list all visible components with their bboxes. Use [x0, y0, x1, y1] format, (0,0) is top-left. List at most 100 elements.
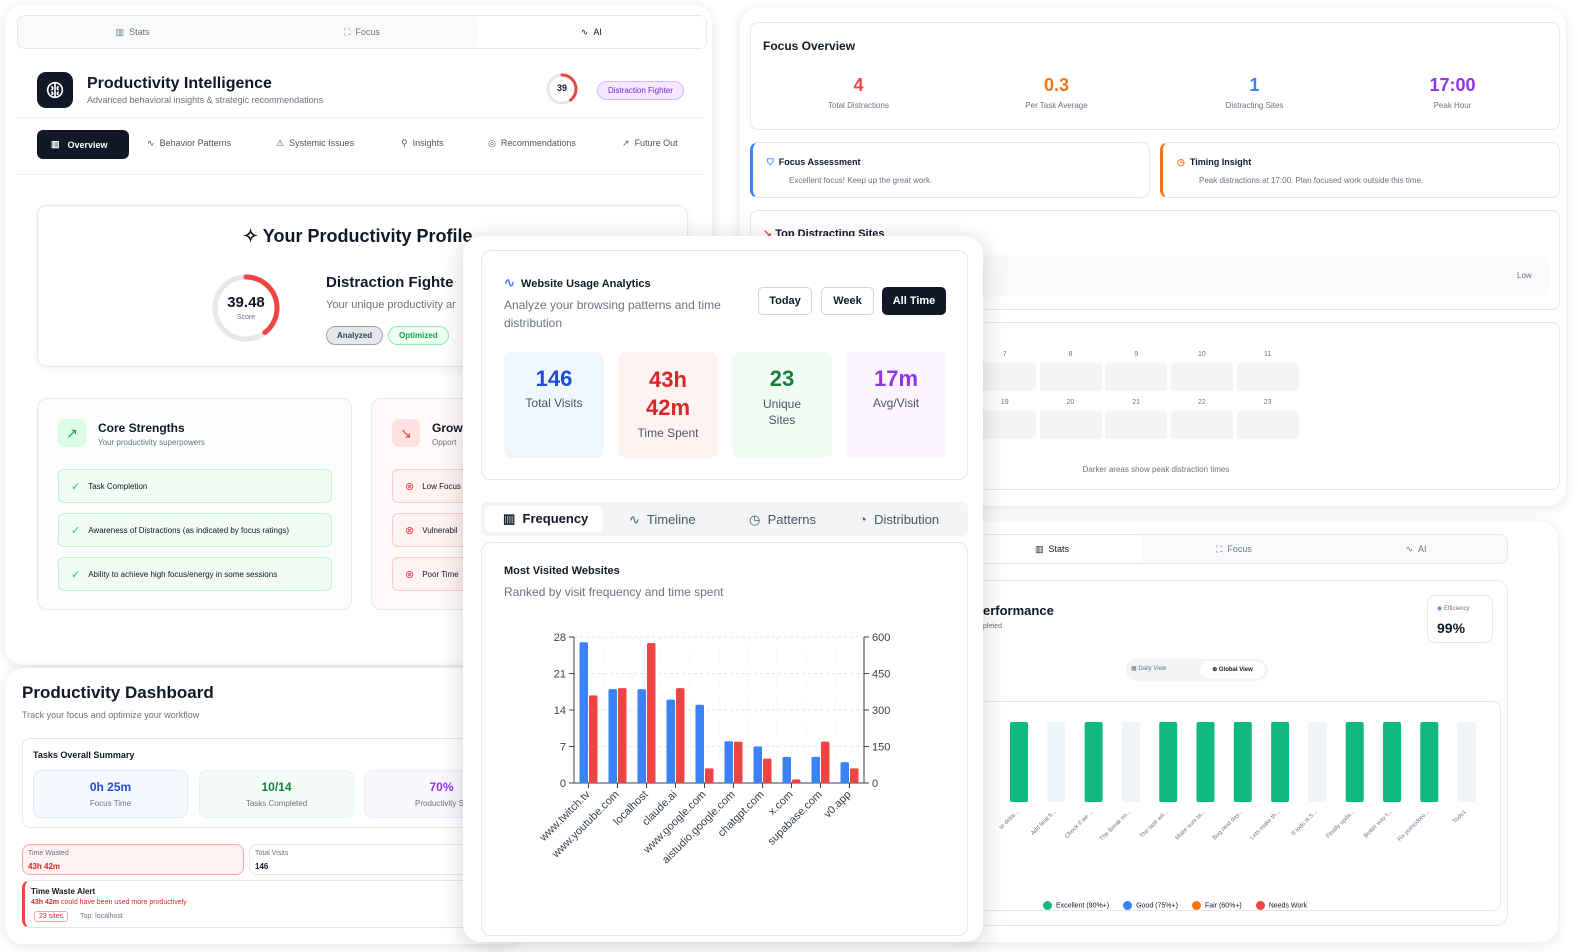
- time-bar[interactable]: [647, 643, 656, 783]
- heatmap-hour-label: 7: [1002, 351, 1007, 358]
- task-bar[interactable]: [1457, 722, 1476, 802]
- nav-systemic-issues[interactable]: ⚠ Systemic Issues: [276, 138, 355, 148]
- task-bar[interactable]: [1345, 722, 1364, 802]
- heatmap-cell[interactable]: [1170, 411, 1233, 439]
- task-bar[interactable]: [1271, 722, 1290, 802]
- left-tick-label: 28: [554, 632, 566, 644]
- nav-future-out[interactable]: ↗ Future Out: [622, 138, 678, 148]
- task-bar[interactable]: [1121, 722, 1140, 802]
- daily-view-button[interactable]: ▦ Daily View: [1131, 666, 1167, 672]
- time-wasted-box: Time Wasted 43h 42m: [22, 844, 244, 875]
- task-bar-label: Todo1: [1452, 809, 1468, 825]
- visits-bar[interactable]: [724, 741, 734, 783]
- nav-overview[interactable]: ▥ Overview: [37, 130, 129, 159]
- task-bar[interactable]: [1047, 722, 1066, 802]
- time-bar[interactable]: [821, 741, 830, 783]
- tab-ai[interactable]: ∿ AI: [476, 16, 706, 48]
- top-tab-bar: ▥ Stats ⛶ Focus ∿ AI: [17, 15, 707, 49]
- tab-focus[interactable]: ⛶ Focus: [344, 26, 380, 38]
- heatmap-cell[interactable]: [1105, 411, 1168, 439]
- timing-insight-card: ◷ Timing Insight Peak distractions at 17…: [1160, 142, 1560, 198]
- task-bar-label: The task wit...: [1139, 809, 1170, 840]
- time-bar[interactable]: [734, 741, 743, 783]
- visits-bar[interactable]: [637, 689, 647, 783]
- time-bar[interactable]: [705, 768, 714, 783]
- heatmap-caption: Darker areas show peak distraction times: [1082, 465, 1230, 474]
- time-bar[interactable]: [618, 688, 627, 783]
- focus-stat: 1 Distracting Sites: [1225, 75, 1284, 110]
- visits-bar[interactable]: [753, 746, 763, 784]
- task-bar[interactable]: [1084, 722, 1103, 802]
- sites-badge: 23 sites: [34, 911, 69, 922]
- category-label: v0.app: [822, 789, 854, 821]
- visits-bar[interactable]: [608, 689, 618, 783]
- time-bar[interactable]: [792, 779, 801, 783]
- range-all-time-button[interactable]: All Time: [882, 287, 946, 315]
- trend-up-icon: ↗: [58, 419, 86, 447]
- bar-chart-icon: ▥: [503, 511, 516, 526]
- tab-ai[interactable]: ∿ AI: [1405, 543, 1427, 555]
- time-bar[interactable]: [589, 695, 598, 783]
- heatmap-hour-label: 11: [1263, 351, 1272, 358]
- visits-bar[interactable]: [666, 699, 676, 783]
- website-analytics-panel: ∿ Website Usage Analytics Analyze your b…: [463, 236, 983, 942]
- time-bar[interactable]: [676, 688, 685, 783]
- performance-title: erformance: [983, 603, 1054, 618]
- visits-bar[interactable]: [695, 704, 705, 783]
- heatmap-cell[interactable]: [1105, 363, 1168, 391]
- score-ring: 39.48 Score: [210, 272, 282, 344]
- heatmap-cell[interactable]: [1170, 363, 1233, 391]
- task-bar-label: Bug next day...: [1212, 809, 1244, 841]
- tab-frequency[interactable]: ▥ Frequency: [485, 506, 603, 532]
- strength-item: ✓ Task Completion: [58, 469, 332, 503]
- global-view-button[interactable]: ⊕ Global View: [1200, 661, 1265, 679]
- time-bar[interactable]: [850, 768, 859, 783]
- activity-icon: ∿: [629, 512, 640, 527]
- task-bar[interactable]: [1159, 722, 1178, 802]
- task-bar[interactable]: [1196, 722, 1215, 802]
- focus-stat: 4 Total Distractions: [828, 75, 889, 110]
- task-bar[interactable]: [1383, 722, 1401, 802]
- heatmap-cell[interactable]: [1039, 411, 1102, 439]
- perf-tab-bar: ▥ Stats ⛶ Focus ∿ AI: [960, 534, 1508, 564]
- task-bar[interactable]: [1233, 722, 1252, 802]
- tab-stats[interactable]: ▥ Stats: [115, 26, 150, 38]
- visits-bar[interactable]: [840, 762, 850, 783]
- analytics-stat: 43h 42m Time Spent: [618, 352, 718, 458]
- visits-bar[interactable]: [579, 642, 589, 783]
- warning-icon: ⚠: [276, 138, 285, 148]
- heatmap-cell[interactable]: [973, 411, 1036, 439]
- heatmap-cell[interactable]: [973, 363, 1036, 391]
- range-week-button[interactable]: Week: [821, 287, 874, 315]
- right-tick-label: 0: [872, 778, 878, 790]
- tab-stats[interactable]: ▥ Stats: [961, 535, 1143, 563]
- tab-timeline[interactable]: ∿ Timeline: [629, 512, 696, 527]
- brain-logo: [37, 72, 73, 108]
- visits-bar[interactable]: [782, 756, 792, 783]
- task-bar-label: Better way t...: [1363, 809, 1393, 839]
- task-bar[interactable]: [1420, 722, 1439, 802]
- heatmap-cell[interactable]: [1039, 363, 1102, 391]
- range-today-button[interactable]: Today: [758, 287, 812, 315]
- task-bar-label: Add final fi...: [1030, 809, 1058, 837]
- heatmap-cell[interactable]: [1236, 363, 1299, 391]
- tab-distribution[interactable]: ◔ Distribution: [859, 512, 940, 527]
- task-bar-label: The Break en...: [1099, 809, 1132, 842]
- x-circle-icon: ⊗: [405, 524, 415, 537]
- visits-bar[interactable]: [811, 756, 821, 783]
- task-bar[interactable]: [1308, 722, 1327, 802]
- summary-stat: 10/14 Tasks Completed: [199, 770, 354, 818]
- time-bar[interactable]: [763, 758, 772, 783]
- page-subtitle: Advanced behavioral insights & strategic…: [87, 95, 324, 105]
- nav-behavior-patterns[interactable]: ∿ Behavior Patterns: [147, 138, 232, 148]
- x-circle-icon: ⊗: [405, 568, 415, 581]
- target-icon: ◉: [1437, 606, 1443, 612]
- heatmap-cell[interactable]: [1236, 411, 1299, 439]
- tab-patterns[interactable]: ◷ Patterns: [749, 512, 816, 527]
- performance-legend: Excellent (90%+) Good (75%+) Fair (60%+)…: [1043, 901, 1307, 910]
- task-bar[interactable]: [1010, 722, 1028, 802]
- tab-focus[interactable]: ⛶ Focus: [1216, 543, 1252, 555]
- nav-recommendations[interactable]: ◎ Recommendations: [488, 138, 576, 148]
- nav-insights[interactable]: ⚲ Insights: [401, 138, 444, 148]
- task-bar-label: te detai...: [999, 809, 1021, 831]
